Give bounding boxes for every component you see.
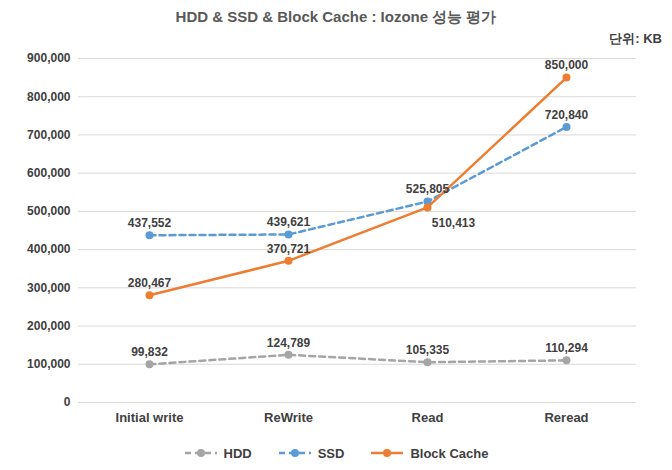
svg-text:300,000: 300,000 [27,281,71,295]
svg-text:Initial write: Initial write [116,410,184,425]
html-text:HDD: HDD [223,445,252,461]
svg-text:437,552: 437,552 [128,216,172,230]
svg-text:720,840: 720,840 [545,108,589,122]
svg-text:510,413: 510,413 [432,216,476,230]
svg-text:105,335: 105,335 [406,343,450,357]
html-text:Block Cache: Block Cache [410,445,489,461]
svg-text:200,000: 200,000 [27,319,71,333]
svg-text:850,000: 850,000 [545,58,589,72]
svg-text:370,721: 370,721 [267,242,311,256]
html-text:HDD & SSD & Block Cache : Iozo: HDD & SSD & Block Cache : Iozone 성능 평가 [175,8,497,25]
svg-text:Reread: Reread [544,410,588,425]
svg-text:99,832: 99,832 [131,345,168,359]
svg-text:700,000: 700,000 [27,128,71,142]
svg-text:280,467: 280,467 [128,276,172,290]
svg-text:900,000: 900,000 [27,51,71,65]
svg-text:100,000: 100,000 [27,357,71,371]
svg-text:600,000: 600,000 [27,166,71,180]
svg-text:124,789: 124,789 [267,336,311,350]
svg-text:Read: Read [412,410,444,425]
svg-text:110,294: 110,294 [545,341,588,355]
svg-text:400,000: 400,000 [27,242,71,256]
svg-text:500,000: 500,000 [27,204,71,218]
svg-text:800,000: 800,000 [27,90,71,104]
svg-text:ReWrite: ReWrite [264,410,313,425]
svg-text:525,805: 525,805 [406,182,450,196]
html-text:단위: KB: 단위: KB [609,31,662,46]
svg-text:439,621: 439,621 [267,215,311,229]
html-text:SSD: SSD [317,445,345,461]
svg-text:0: 0 [64,395,71,409]
